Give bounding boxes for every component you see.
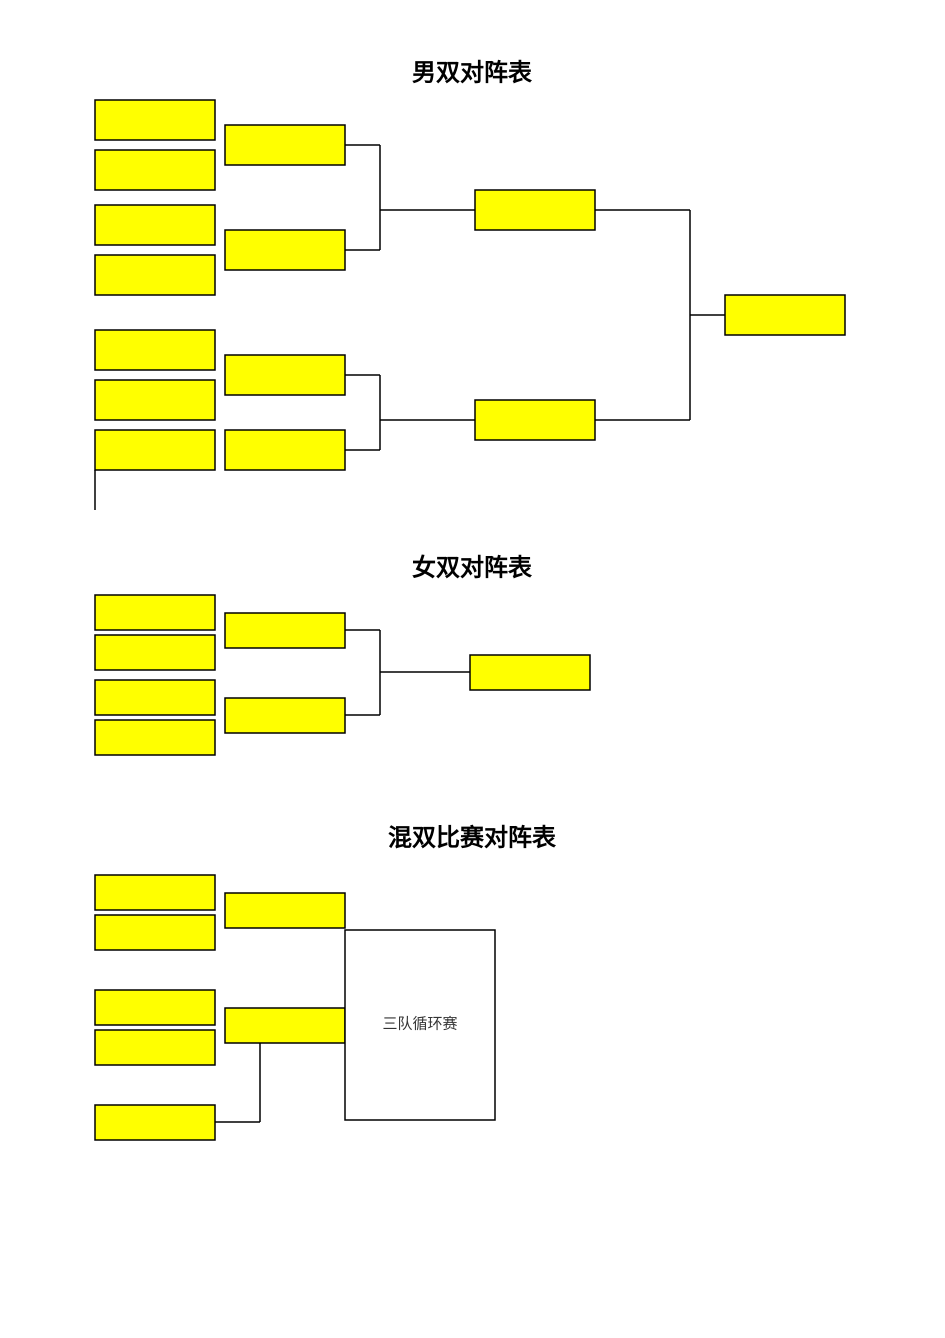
womens-r2-slot: [225, 613, 345, 648]
mens-r2-slot: [225, 230, 345, 270]
mixed-r1-slot: [95, 1105, 215, 1140]
womens-final-slot: [470, 655, 590, 690]
title-mens: 男双对阵表: [412, 59, 533, 87]
mens-r1-slot: [95, 150, 215, 190]
mens-r2-slot: [225, 125, 345, 165]
womens-r1-slot: [95, 595, 215, 630]
mens-r1-slot: [95, 380, 215, 420]
mens-r1-slot: [95, 255, 215, 295]
womens-r1-slot: [95, 635, 215, 670]
womens-r1-slot: [95, 680, 215, 715]
womens-r2-slot: [225, 698, 345, 733]
mixed-r2-slot: [225, 1008, 345, 1043]
mens-r1-slot: [95, 100, 215, 140]
mens-final-slot: [725, 295, 845, 335]
mens-r3-slot: [475, 190, 595, 230]
title-womens: 女双对阵表: [412, 554, 533, 582]
mens-r1-slot: [95, 430, 215, 470]
mens-r2-slot: [225, 355, 345, 395]
mixed-r1-slot: [95, 915, 215, 950]
title-mixed: 混双比赛对阵表: [388, 824, 557, 852]
mixed-r1-slot: [95, 875, 215, 910]
mixed-roundrobin-label: 三队循环赛: [382, 1015, 457, 1032]
womens-r1-slot: [95, 720, 215, 755]
mixed-r1-slot: [95, 990, 215, 1025]
mens-r1-slot: [95, 330, 215, 370]
mens-r1-slot: [95, 205, 215, 245]
mixed-r1-slot: [95, 1030, 215, 1065]
mixed-r2-slot: [225, 893, 345, 928]
mens-r3-slot: [475, 400, 595, 440]
mens-r2-slot: [225, 430, 345, 470]
bracket-canvas: 男双对阵表女双对阵表混双比赛对阵表三队循环赛: [0, 0, 945, 1338]
